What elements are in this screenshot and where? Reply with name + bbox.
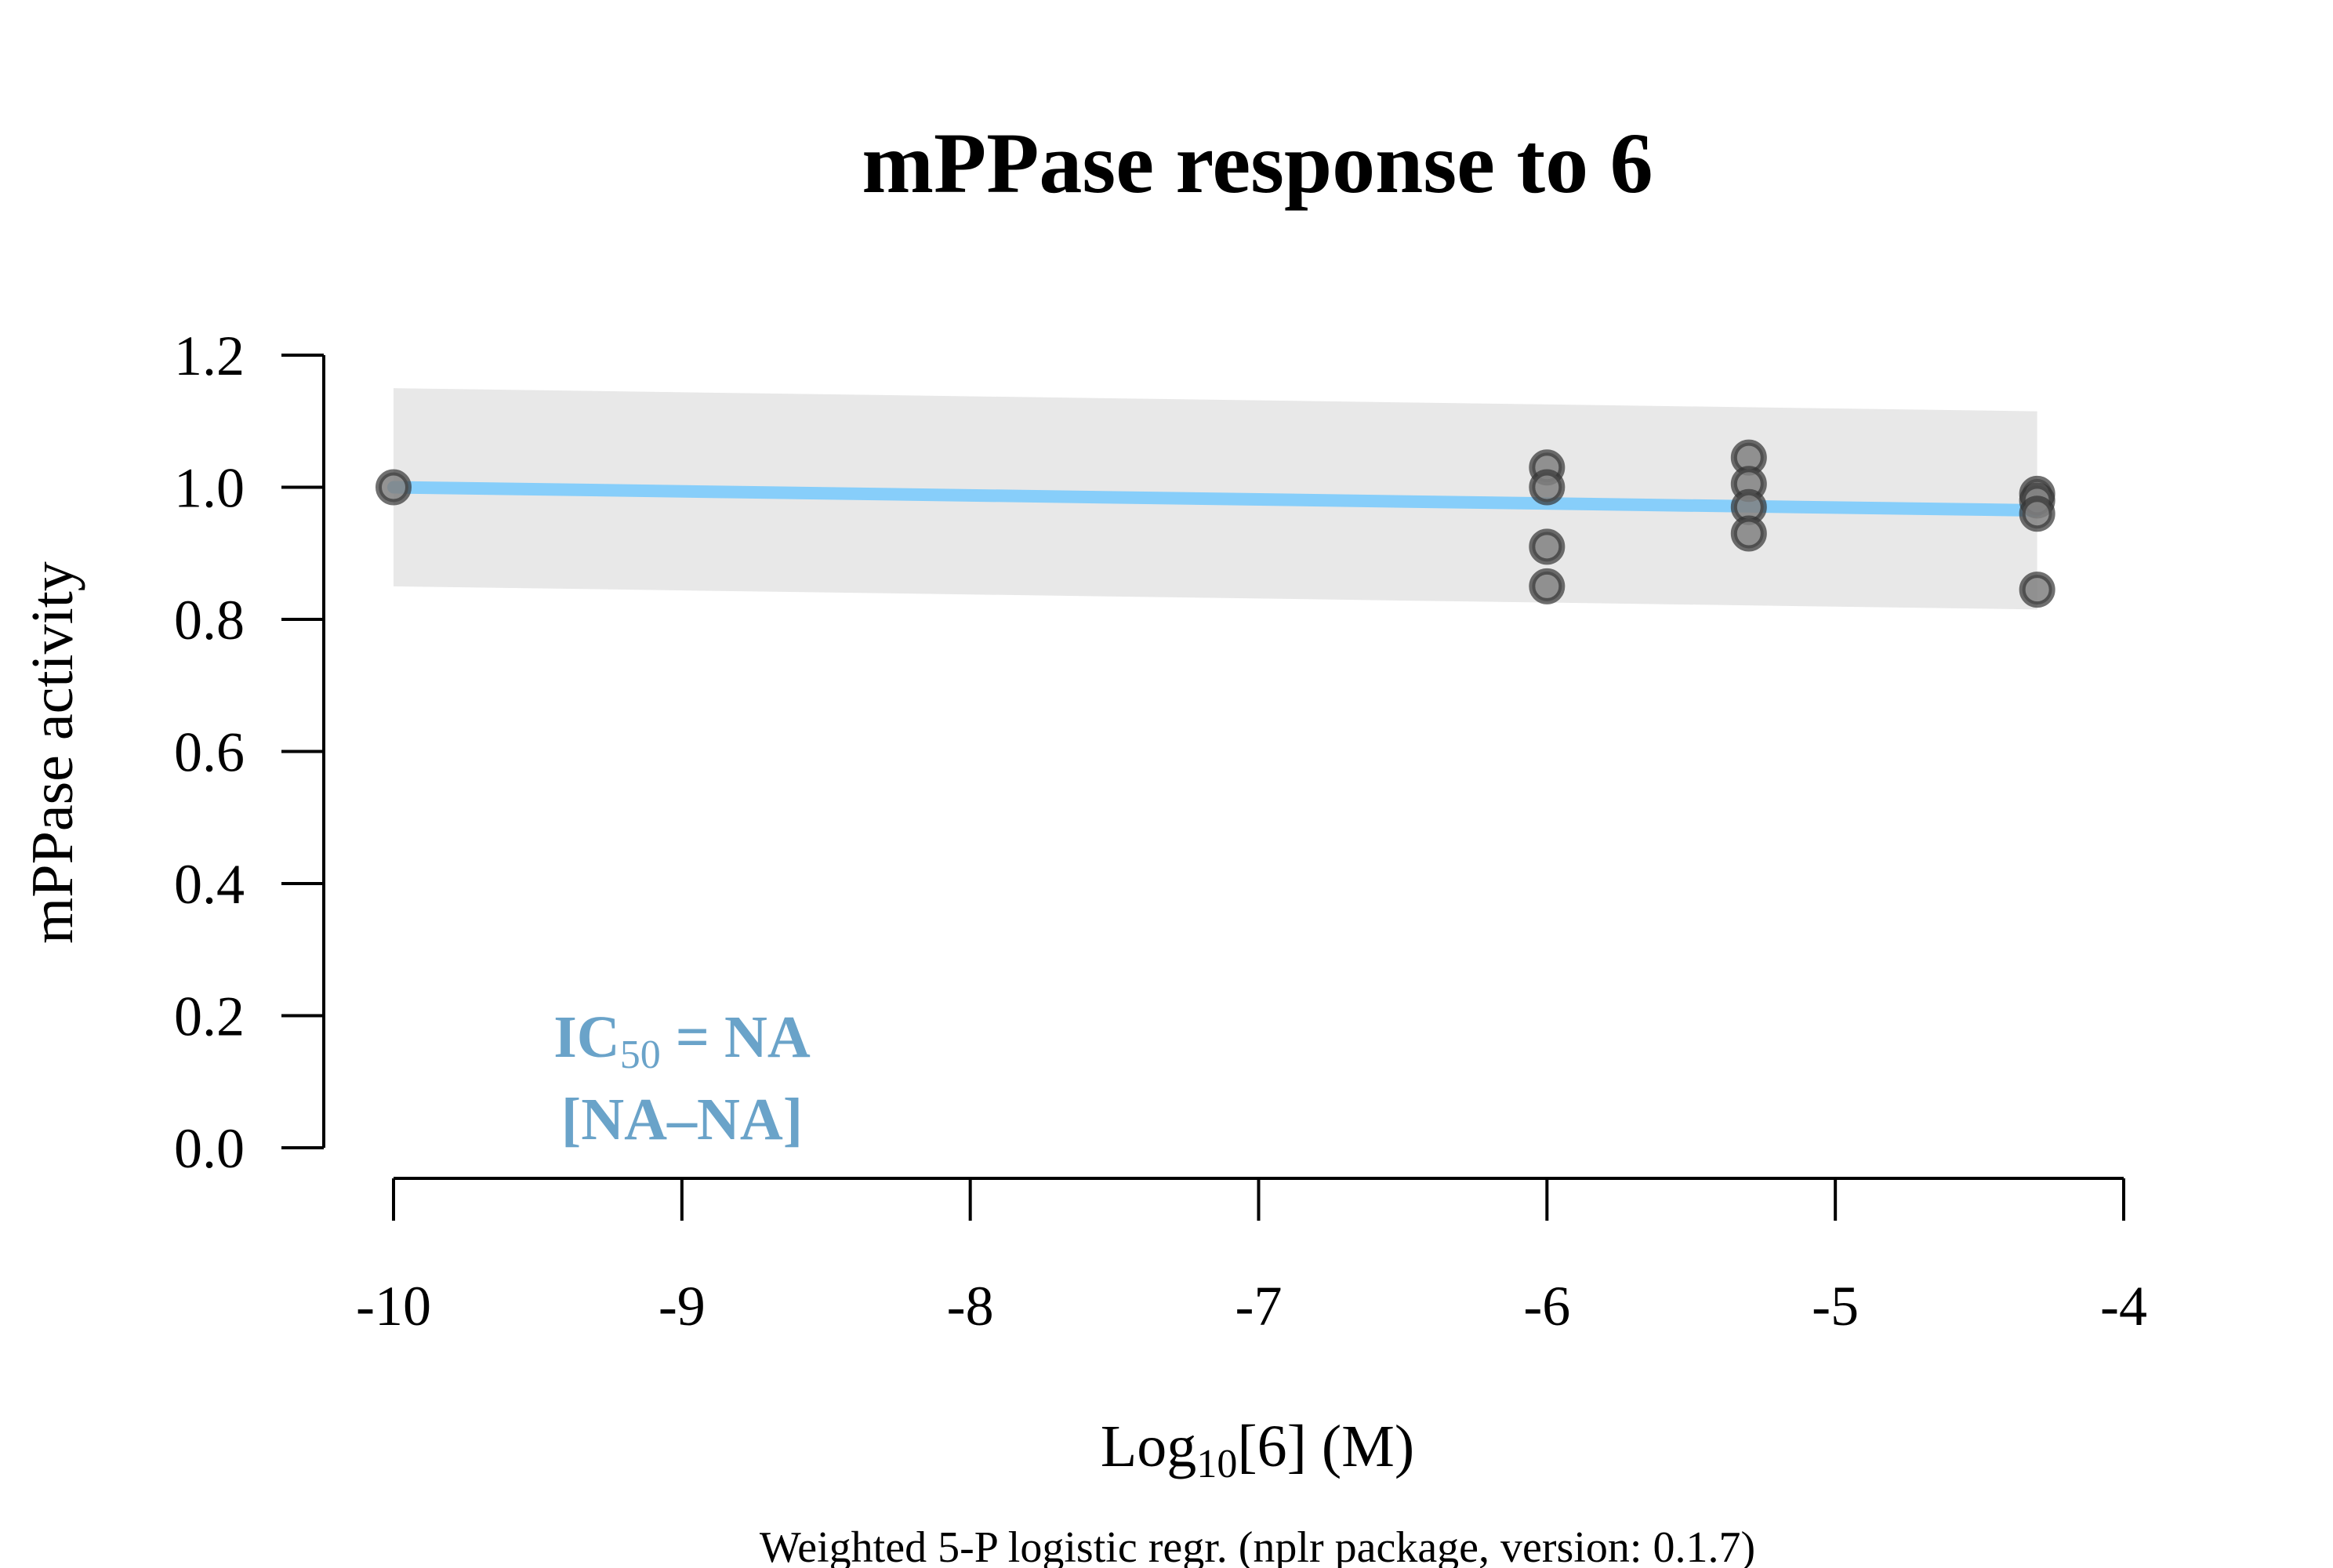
x-tick-label: -5 xyxy=(1812,1275,1859,1338)
ic50-label: IC xyxy=(553,1004,619,1070)
y-tick-label: 0.2 xyxy=(174,985,245,1048)
data-point xyxy=(2019,495,2055,532)
y-tick-label: 0.0 xyxy=(174,1117,245,1180)
x-tick-label: -6 xyxy=(1523,1275,1570,1338)
y-tick-label: 0.8 xyxy=(174,589,245,652)
data-point xyxy=(1529,528,1566,565)
data-point xyxy=(1529,568,1566,604)
ic50-value: = NA xyxy=(661,1004,811,1070)
data-point xyxy=(2019,572,2055,608)
x-axis-label: Log10[6] (M) xyxy=(1101,1414,1414,1486)
x-tick-label: -8 xyxy=(947,1275,994,1338)
chart-title: mPPase response to 6 xyxy=(862,115,1653,211)
x-tick-label: -7 xyxy=(1235,1275,1283,1338)
x-axis-ticks: -10 -9 -8 -7 -6 -5 -4 xyxy=(356,1178,2147,1338)
y-tick-label: 0.6 xyxy=(174,721,245,784)
x-axis-label-tail: [6] (M) xyxy=(1237,1414,1414,1479)
y-axis-ticks: 0.0 0.2 0.4 0.6 0.8 1.0 1.2 xyxy=(174,325,324,1180)
y-tick-label: 1.0 xyxy=(174,457,245,520)
ic50-range: [NA–NA] xyxy=(561,1087,803,1152)
ic50-subscript: 50 xyxy=(620,1033,661,1077)
x-tick-label: -4 xyxy=(2100,1275,2147,1338)
plot-area xyxy=(376,388,2055,610)
data-point xyxy=(376,469,412,506)
y-axis-label: mPPase activity xyxy=(20,561,85,944)
chart-footnote: Weighted 5-P logistic regr. (nplr packag… xyxy=(760,1523,1755,1568)
y-tick-label: 1.2 xyxy=(174,325,245,387)
x-axis-label-main: Log xyxy=(1101,1414,1196,1479)
x-tick-label: -9 xyxy=(659,1275,706,1338)
ic50-annotation: IC50 = NA xyxy=(553,1004,811,1077)
x-tick-label: -10 xyxy=(356,1275,431,1338)
data-point xyxy=(1529,469,1566,506)
data-point xyxy=(1730,515,1767,552)
x-axis-label-subscript: 10 xyxy=(1196,1442,1237,1486)
y-tick-label: 0.4 xyxy=(174,853,245,916)
